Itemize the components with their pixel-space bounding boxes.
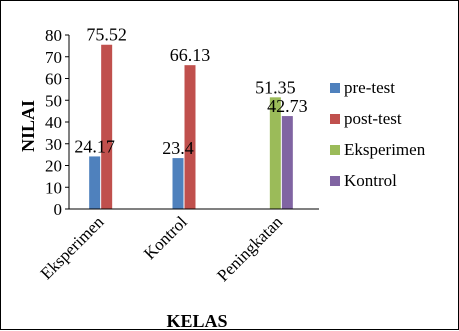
x-category-label: Peningkatan <box>213 212 286 285</box>
legend-label: post-test <box>344 109 402 128</box>
legend-swatch <box>330 176 340 186</box>
legend: pre-test post-test Eksperimen Kontrol <box>330 78 426 190</box>
x-category-label: Eksperimen <box>37 212 108 283</box>
y-tick-label: 60 <box>45 70 62 89</box>
bar-pre-test-kontrol <box>172 158 184 209</box>
y-axis-title: NILAI <box>18 100 38 152</box>
x-axis-title: KELAS <box>166 311 227 331</box>
y-tick-label: 40 <box>45 113 62 132</box>
bar-post-test-eksperimen <box>101 44 113 209</box>
data-label: 23.4 <box>162 138 194 158</box>
legend-swatch <box>330 114 340 124</box>
legend-label: Kontrol <box>344 171 397 190</box>
legend-label: pre-test <box>344 78 395 97</box>
x-category-label: Kontrol <box>140 212 191 263</box>
y-tick-label: 80 <box>45 26 62 45</box>
y-tick-label: 20 <box>45 157 62 176</box>
data-label: 42.73 <box>267 96 308 116</box>
legend-label: Eksperimen <box>344 140 426 159</box>
y-tick-label: 30 <box>45 135 62 154</box>
legend-swatch <box>330 145 340 155</box>
legend-swatch <box>330 83 340 93</box>
data-label: 51.35 <box>255 77 296 97</box>
bar-kontrol-peningkatan <box>281 116 293 209</box>
bar-eksperimen-peningkatan <box>269 97 281 209</box>
data-label: 66.13 <box>170 45 211 65</box>
y-tick-label: 50 <box>45 91 62 110</box>
bar-pre-test-eksperimen <box>89 156 101 209</box>
data-label: 75.52 <box>86 25 127 45</box>
y-tick-label: 10 <box>45 178 62 197</box>
y-tick-label: 0 <box>54 200 63 219</box>
y-tick-label: 70 <box>45 48 62 67</box>
data-label: 24.17 <box>74 136 115 156</box>
bar-post-test-kontrol <box>184 65 196 209</box>
